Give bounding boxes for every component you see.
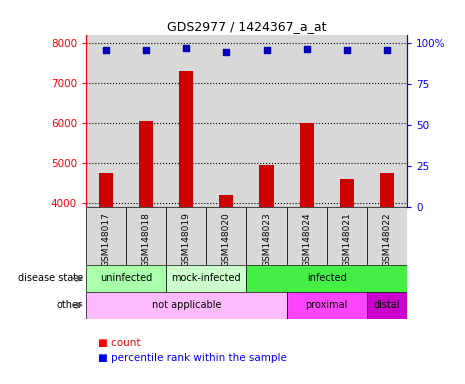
Bar [299, 123, 313, 364]
Point [102, 47, 110, 53]
Point [383, 47, 391, 53]
Text: mock-infected: mock-infected [172, 273, 241, 283]
Bar [166, 265, 246, 292]
Point [223, 49, 230, 55]
Text: uninfected: uninfected [100, 273, 152, 283]
Text: proximal: proximal [306, 300, 348, 310]
Text: GSM148022: GSM148022 [382, 212, 392, 266]
Bar [286, 35, 326, 207]
Point [142, 47, 150, 53]
Text: GSM148018: GSM148018 [142, 212, 151, 267]
Text: GSM148023: GSM148023 [262, 212, 271, 267]
Bar [219, 195, 233, 364]
Bar [326, 35, 367, 207]
Text: GSM148024: GSM148024 [302, 212, 311, 266]
Text: GSM148021: GSM148021 [342, 212, 351, 267]
Title: GDS2977 / 1424367_a_at: GDS2977 / 1424367_a_at [166, 20, 326, 33]
Text: GSM148017: GSM148017 [101, 212, 111, 267]
Bar [206, 207, 246, 265]
Bar [246, 207, 286, 265]
Bar [139, 121, 153, 364]
Bar [86, 292, 286, 319]
Bar [246, 35, 286, 207]
Bar [246, 265, 407, 292]
Bar [86, 265, 166, 292]
Bar [367, 207, 407, 265]
Point [183, 45, 190, 51]
Bar [259, 165, 273, 364]
Bar [99, 173, 113, 364]
Bar [166, 35, 206, 207]
Bar [340, 179, 354, 364]
Text: GSM148020: GSM148020 [222, 212, 231, 267]
Bar [86, 207, 126, 265]
Bar [179, 71, 193, 364]
Point [303, 45, 310, 51]
Text: other: other [57, 300, 83, 310]
Bar [367, 35, 407, 207]
Bar [326, 207, 367, 265]
Point [263, 47, 270, 53]
Bar [286, 292, 367, 319]
Text: GSM148019: GSM148019 [182, 212, 191, 267]
Text: infected: infected [307, 273, 346, 283]
Text: ■ count: ■ count [98, 338, 140, 348]
Bar [86, 35, 126, 207]
Point [343, 47, 351, 53]
Bar [206, 35, 246, 207]
Bar [126, 35, 166, 207]
Bar [380, 173, 394, 364]
Text: ■ percentile rank within the sample: ■ percentile rank within the sample [98, 353, 286, 363]
Text: not applicable: not applicable [152, 300, 221, 310]
Bar [126, 207, 166, 265]
Bar [166, 207, 206, 265]
Bar [286, 207, 326, 265]
Text: disease state: disease state [18, 273, 83, 283]
Text: distal: distal [373, 300, 400, 310]
Bar [367, 292, 407, 319]
